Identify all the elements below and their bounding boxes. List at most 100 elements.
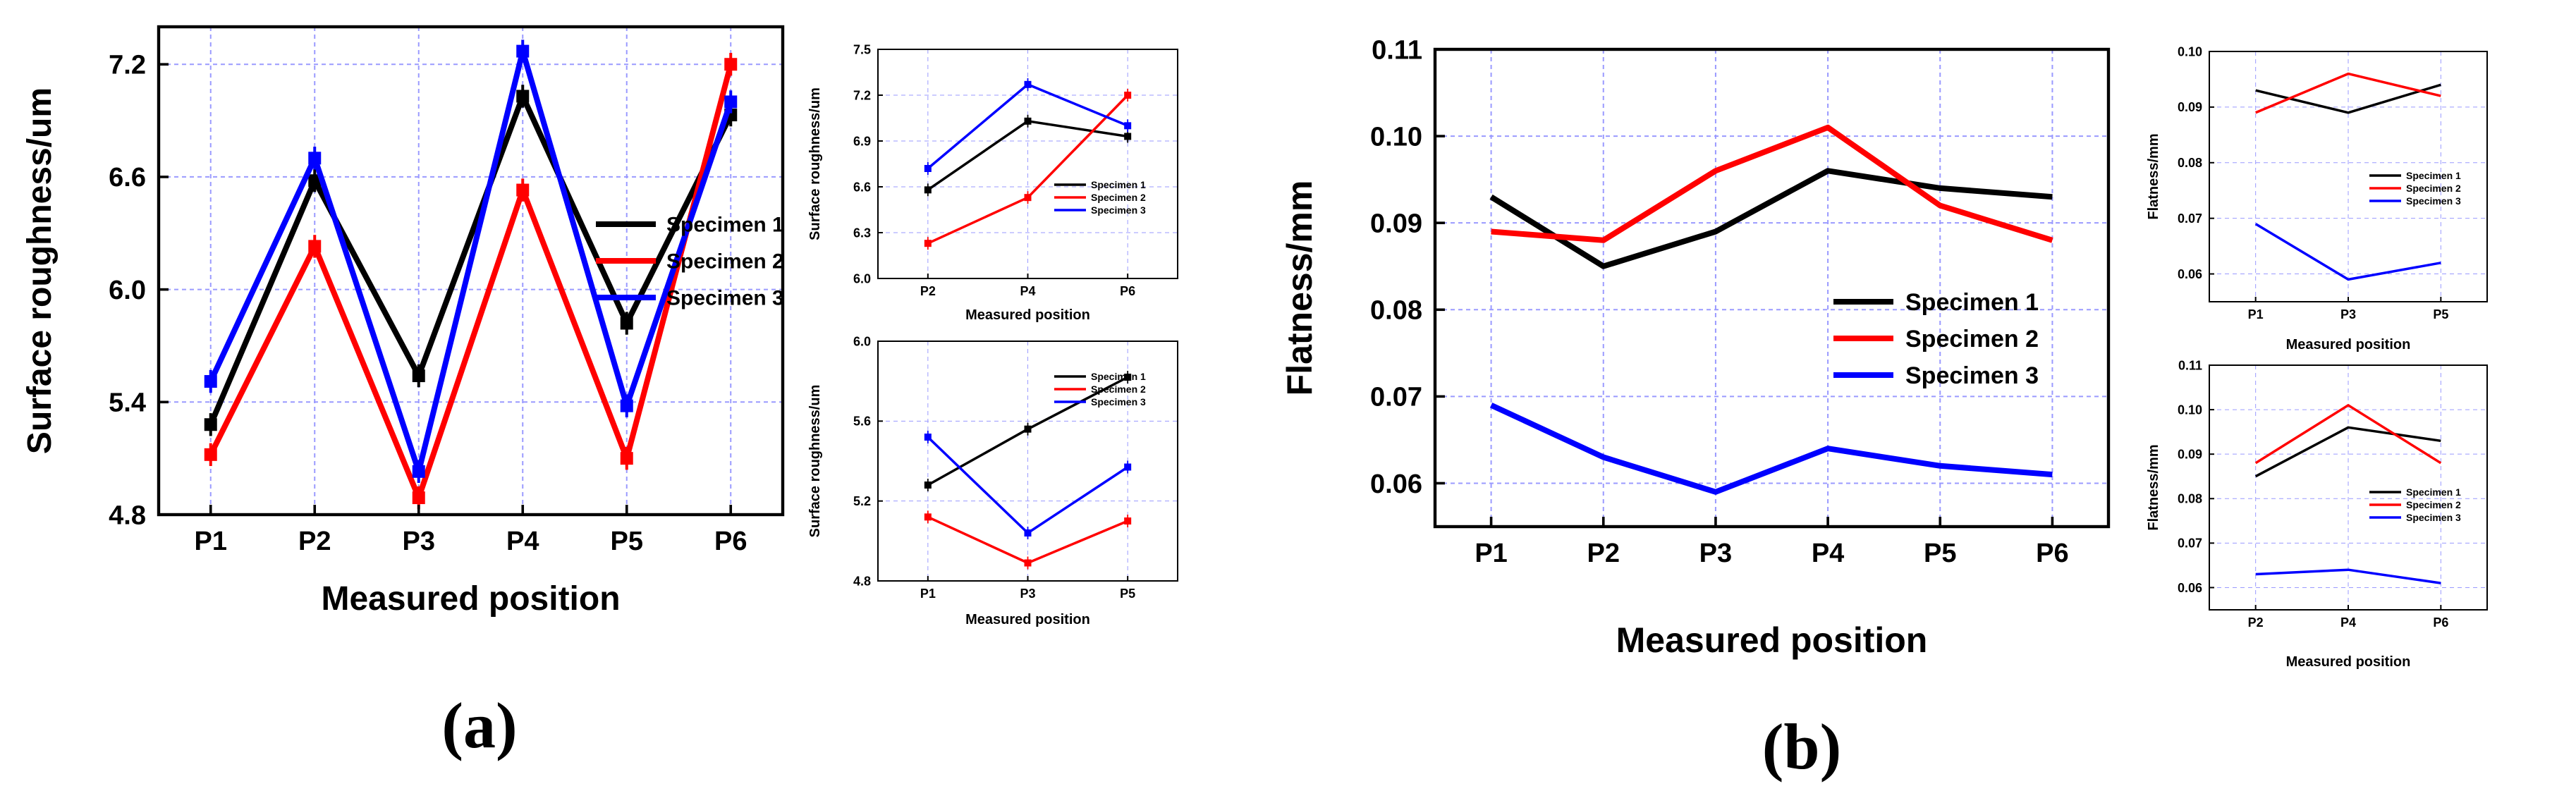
chart4-xtick-label: P3 xyxy=(2340,307,2356,321)
chart1-ytick-label: 6.0 xyxy=(853,271,871,286)
chart3-xtick-label: P4 xyxy=(1812,539,1844,568)
chart5-ytick-label: 0.06 xyxy=(2178,581,2202,595)
chart4-ytick-label: 0.06 xyxy=(2178,267,2202,281)
chart0-legend-label-2: Specimen 2 xyxy=(666,250,784,274)
chart3-ytick-label: 0.07 xyxy=(1370,383,1422,412)
chart1-ytick-label: 7.5 xyxy=(853,42,871,56)
chart0-xtick-label: P4 xyxy=(506,527,539,556)
chart0-xtick-label: P3 xyxy=(403,527,435,556)
chart5-series-line-3 xyxy=(2255,568,2441,584)
chart2-xtick-label: P5 xyxy=(1120,587,1135,601)
chart3-yaxis-label: Flatness/mm xyxy=(1280,180,1319,396)
chart0-xtick-label: P5 xyxy=(611,527,643,556)
chart4-series-line-2 xyxy=(2255,72,2441,114)
chart3-xaxis-label: Measured position xyxy=(1616,620,1928,660)
panel-b-label: (b) xyxy=(1762,711,1841,783)
chart3-xtick-label: P2 xyxy=(1587,539,1620,568)
chart1-yaxis-label: Surface roughness/um xyxy=(807,87,823,240)
chart5-xaxis-label: Measured position xyxy=(2286,654,2411,670)
chart5-xtick-label: P4 xyxy=(2340,615,2356,630)
chart0-ytick-label: 6.0 xyxy=(109,276,146,305)
chart1-legend-label-3: Specimen 3 xyxy=(1091,204,1146,216)
chart5-yaxis-label: Flatness/mm xyxy=(2146,444,2161,530)
chart-a-inset-bottom: 4.8 5.2 5.6 6.0 P1 P3 P5 Measured position Surfa… xyxy=(807,334,1178,627)
chart4-ytick-label: 0.10 xyxy=(2178,44,2202,59)
chart2-legend-label-1: Specimen 1 xyxy=(1091,371,1146,382)
panel-a-label: (a) xyxy=(441,689,517,761)
chart4-series-line-3 xyxy=(2254,223,2441,281)
chart2-ytick-label: 4.8 xyxy=(853,574,871,588)
chart3-series-line-1 xyxy=(1489,168,2053,269)
chart3-ytick-label: 0.11 xyxy=(1372,35,1422,65)
chart0-ytick-label: 5.4 xyxy=(109,388,146,418)
chart4-xaxis-label: Measured position xyxy=(2286,337,2411,352)
chart4-ytick-label: 0.07 xyxy=(2178,211,2202,226)
chart4-yaxis-label: Flatness/mm xyxy=(2146,133,2161,219)
chart3-ytick-label: 0.09 xyxy=(1370,209,1422,238)
chart3-legend-label-1: Specimen 1 xyxy=(1905,289,2039,316)
chart5-xtick-label: P6 xyxy=(2433,615,2448,630)
chart5-legend-label-2: Specimen 2 xyxy=(2406,499,2461,510)
chart5-series-line-1 xyxy=(2254,426,2441,478)
chart3-xtick-label: P3 xyxy=(1699,539,1732,568)
chart3-xtick-label: P6 xyxy=(2036,539,2068,568)
chart0-yaxis-label: Surface roughness/um xyxy=(21,87,59,454)
chart3-ytick-label: 0.06 xyxy=(1370,470,1422,499)
chart0-ytick-label: 6.6 xyxy=(109,163,146,192)
chart3-legend-label-2: Specimen 2 xyxy=(1905,326,2039,352)
chart0-series-line-3 xyxy=(208,48,734,474)
chart2-legend-label-3: Specimen 3 xyxy=(1091,396,1146,407)
chart5-ytick-label: 0.11 xyxy=(2178,358,2202,372)
chart2-xtick-label: P1 xyxy=(920,587,936,601)
chart3-series-line-2 xyxy=(1491,124,2053,243)
chart4-ytick-label: 0.09 xyxy=(2178,100,2202,114)
chart5-legend-label-3: Specimen 3 xyxy=(2406,512,2461,523)
chart2-yaxis-label: Surface roughness/um xyxy=(807,385,823,538)
chart1-legend-label-1: Specimen 1 xyxy=(1091,179,1146,190)
chart2-xaxis-label: Measured position xyxy=(965,612,1090,627)
chart3-series-line-3 xyxy=(1489,403,2053,495)
chart-a-inset-top: 6.0 6.3 6.6 6.9 7.2 7.5 P2 P4 P6 Measured positio… xyxy=(807,42,1178,323)
chart4-xtick-label: P1 xyxy=(2248,307,2264,321)
chart0-xaxis-label: Measured position xyxy=(321,580,620,618)
chart0-xtick-label: P6 xyxy=(714,527,747,556)
chart0-ytick-label: 7.2 xyxy=(109,51,146,80)
chart1-xaxis-label: Measured position xyxy=(965,307,1090,323)
chart3-legend-label-3: Specimen 3 xyxy=(1905,362,2039,389)
chart4-legend-label-3: Specimen 3 xyxy=(2406,195,2461,207)
chart2-ytick-label: 5.2 xyxy=(853,494,871,508)
chart1-ytick-label: 7.2 xyxy=(853,88,871,102)
chart-a-main: 4.8 5.4 6.0 6.6 7.2 P1 P2 P3 P4 P5 P6 Measured posi… xyxy=(21,25,785,618)
chart5-ytick-label: 0.08 xyxy=(2178,492,2202,506)
chart0-series-line-2 xyxy=(208,63,734,501)
chart3-plot-area xyxy=(1435,49,2108,527)
chart5-xtick-label: P2 xyxy=(2248,615,2264,630)
chart1-ytick-label: 6.9 xyxy=(853,134,871,148)
chart3-xtick-label: P1 xyxy=(1475,539,1507,568)
chart3-xtick-label: P5 xyxy=(1924,539,1956,568)
chart4-ytick-label: 0.08 xyxy=(2178,156,2202,170)
chart5-series-line-2 xyxy=(2254,404,2442,465)
chart2-xtick-label: P3 xyxy=(1020,587,1035,601)
chart0-ytick-label: 4.8 xyxy=(109,501,146,530)
chart1-ytick-label: 6.6 xyxy=(853,180,871,194)
chart1-legend-label-2: Specimen 2 xyxy=(1091,192,1146,203)
chart2-ytick-label: 6.0 xyxy=(853,334,871,348)
chart-b-main: 0.06 0.07 0.08 0.09 0.10 0.11 P1 P2 P3 P4 P5 P6 Meas… xyxy=(1280,35,2111,660)
chart4-series-line-1 xyxy=(2255,83,2441,114)
chart3-plot-frame xyxy=(1433,47,2111,529)
chart4-legend-label-2: Specimen 2 xyxy=(2406,183,2461,194)
chart1-xtick-label: P6 xyxy=(1120,284,1135,298)
chart5-ytick-label: 0.10 xyxy=(2178,403,2202,417)
chart0-series-line-1 xyxy=(208,93,733,426)
chart1-ytick-label: 6.3 xyxy=(853,226,871,240)
chart3-ytick-label: 0.08 xyxy=(1370,296,1422,326)
chart0-xtick-label: P2 xyxy=(298,527,331,556)
chart5-ytick-label: 0.09 xyxy=(2178,447,2202,461)
chart3-ytick-label: 0.10 xyxy=(1370,122,1422,152)
chart2-ytick-label: 5.6 xyxy=(853,415,871,429)
chart5-legend-label-1: Specimen 1 xyxy=(2406,486,2461,498)
chart1-xtick-label: P2 xyxy=(920,284,936,298)
chart-b-inset-bottom: 0.06 0.07 0.08 0.09 0.10 0.11 P2 P4 P6 Measured p… xyxy=(2146,358,2488,670)
chart4-xtick-label: P5 xyxy=(2433,307,2448,321)
